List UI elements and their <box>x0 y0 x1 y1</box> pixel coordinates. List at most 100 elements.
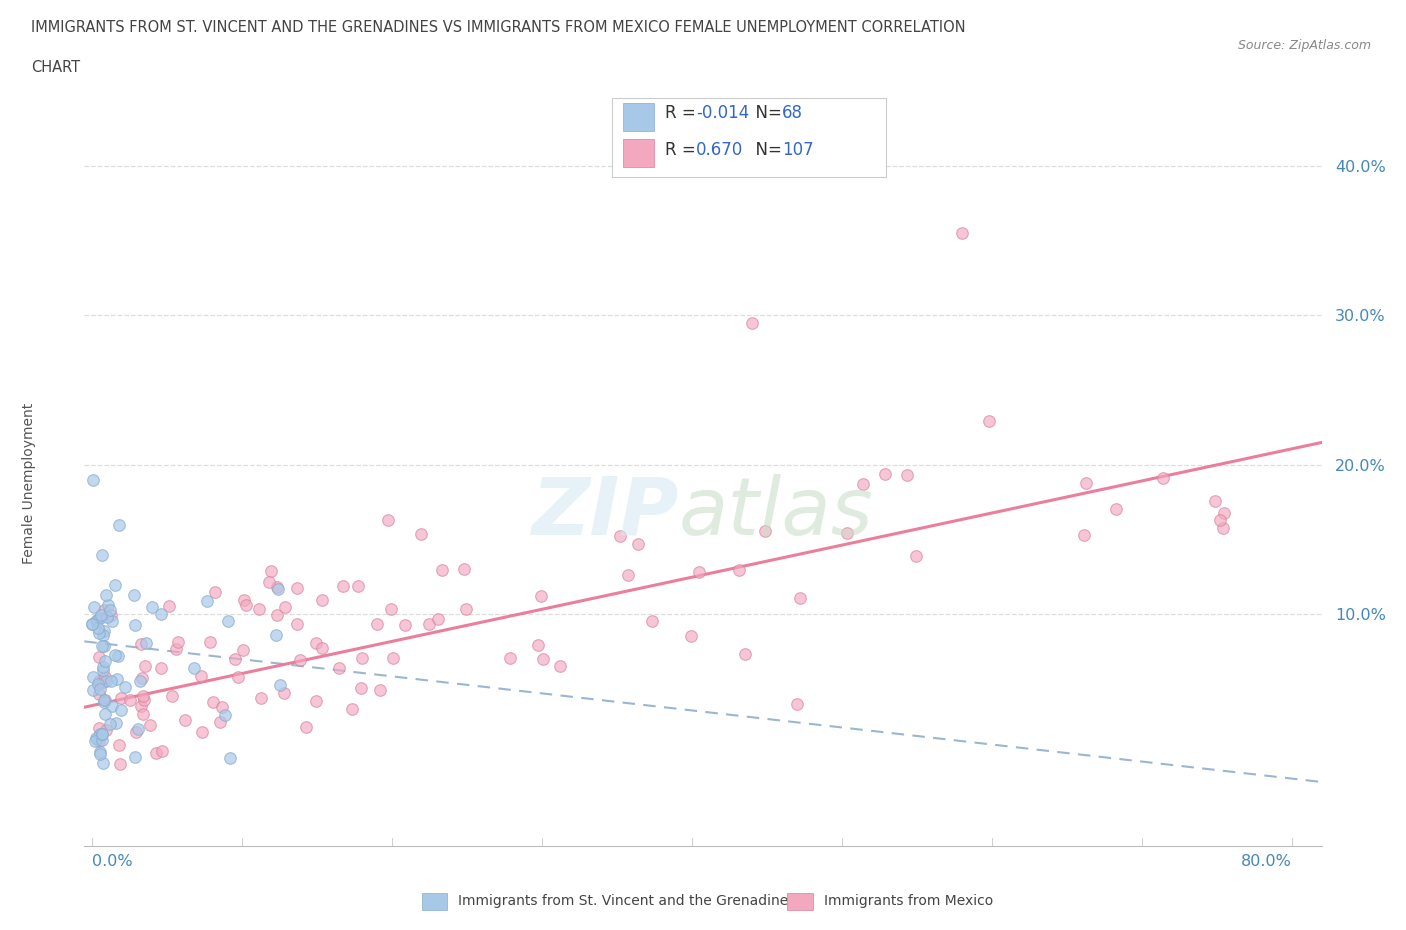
Point <box>382 650 405 665</box>
Point <box>125 724 148 739</box>
Point <box>157 598 180 613</box>
Point <box>311 593 333 608</box>
Point <box>219 751 242 765</box>
Point <box>305 635 328 650</box>
Point <box>679 629 702 644</box>
Text: Immigrants from St. Vincent and the Grenadines: Immigrants from St. Vincent and the Gren… <box>458 894 796 909</box>
Point <box>127 721 149 736</box>
Point <box>274 599 297 614</box>
Point <box>87 626 110 641</box>
Point <box>86 620 108 635</box>
Point <box>183 661 205 676</box>
Point <box>91 659 114 674</box>
Point <box>350 681 373 696</box>
Point <box>82 617 104 631</box>
Point <box>93 603 115 618</box>
Point <box>90 726 112 741</box>
Text: 0.0%: 0.0% <box>91 854 132 869</box>
Point <box>1074 476 1097 491</box>
Point <box>89 734 111 749</box>
Point <box>89 686 111 701</box>
Point <box>904 549 927 564</box>
Point <box>89 744 111 759</box>
Point <box>380 602 402 617</box>
Point <box>273 685 295 700</box>
Point <box>641 614 664 629</box>
Point <box>394 618 416 632</box>
Point <box>98 716 121 731</box>
Point <box>129 674 152 689</box>
Point <box>91 674 114 689</box>
Point <box>531 652 554 667</box>
Point <box>131 671 153 686</box>
Point <box>129 698 152 713</box>
Point <box>134 658 156 673</box>
Text: IMMIGRANTS FROM ST. VINCENT AND THE GRENADINES VS IMMIGRANTS FROM MEXICO FEMALE : IMMIGRANTS FROM ST. VINCENT AND THE GREN… <box>31 20 966 35</box>
Point <box>131 688 153 703</box>
Point <box>609 528 631 543</box>
Point <box>93 638 115 653</box>
Point <box>1152 471 1174 485</box>
Point <box>340 702 363 717</box>
Point <box>377 512 399 527</box>
Point <box>105 715 128 730</box>
Text: CHART: CHART <box>31 60 80 75</box>
Point <box>91 726 114 741</box>
Point <box>83 600 105 615</box>
Point <box>226 670 249 684</box>
Point <box>107 737 129 752</box>
Point <box>260 564 283 578</box>
Point <box>124 750 146 764</box>
Point <box>90 733 112 748</box>
Point <box>224 652 246 667</box>
Point <box>352 650 374 665</box>
Point <box>145 745 167 760</box>
Point <box>107 649 129 664</box>
Point <box>728 563 751 578</box>
Point <box>94 707 117 722</box>
Point <box>214 708 236 723</box>
Point <box>118 693 141 708</box>
Point <box>418 617 440 631</box>
Point <box>89 649 111 664</box>
Point <box>86 732 108 747</box>
Point <box>91 628 114 643</box>
Point <box>101 698 124 713</box>
Point <box>86 613 108 628</box>
Text: R =: R = <box>665 141 702 159</box>
Point <box>264 628 287 643</box>
Point <box>141 599 163 614</box>
Point <box>82 670 104 684</box>
Text: Source: ZipAtlas.com: Source: ZipAtlas.com <box>1237 39 1371 52</box>
Point <box>160 688 183 703</box>
Point <box>250 690 273 705</box>
Point <box>786 697 808 711</box>
Point <box>789 591 811 605</box>
Point <box>82 682 104 697</box>
Point <box>93 670 115 684</box>
Point <box>198 635 221 650</box>
Point <box>100 607 122 622</box>
Point <box>139 718 162 733</box>
Point <box>149 607 172 622</box>
Text: 107: 107 <box>782 141 813 159</box>
Point <box>93 695 115 710</box>
Point <box>311 640 333 655</box>
Point <box>754 524 776 538</box>
Point <box>734 647 756 662</box>
Text: -0.014: -0.014 <box>696 104 749 122</box>
Point <box>124 588 146 603</box>
Point <box>328 660 350 675</box>
Point <box>211 699 233 714</box>
Point <box>108 757 131 772</box>
Point <box>550 658 572 673</box>
Point <box>1073 528 1095 543</box>
Point <box>295 720 318 735</box>
Point <box>453 562 475 577</box>
Point <box>332 579 354 594</box>
Point <box>91 663 114 678</box>
Point <box>82 472 104 487</box>
Point <box>100 614 122 629</box>
Point <box>232 643 254 658</box>
Point <box>499 650 522 665</box>
